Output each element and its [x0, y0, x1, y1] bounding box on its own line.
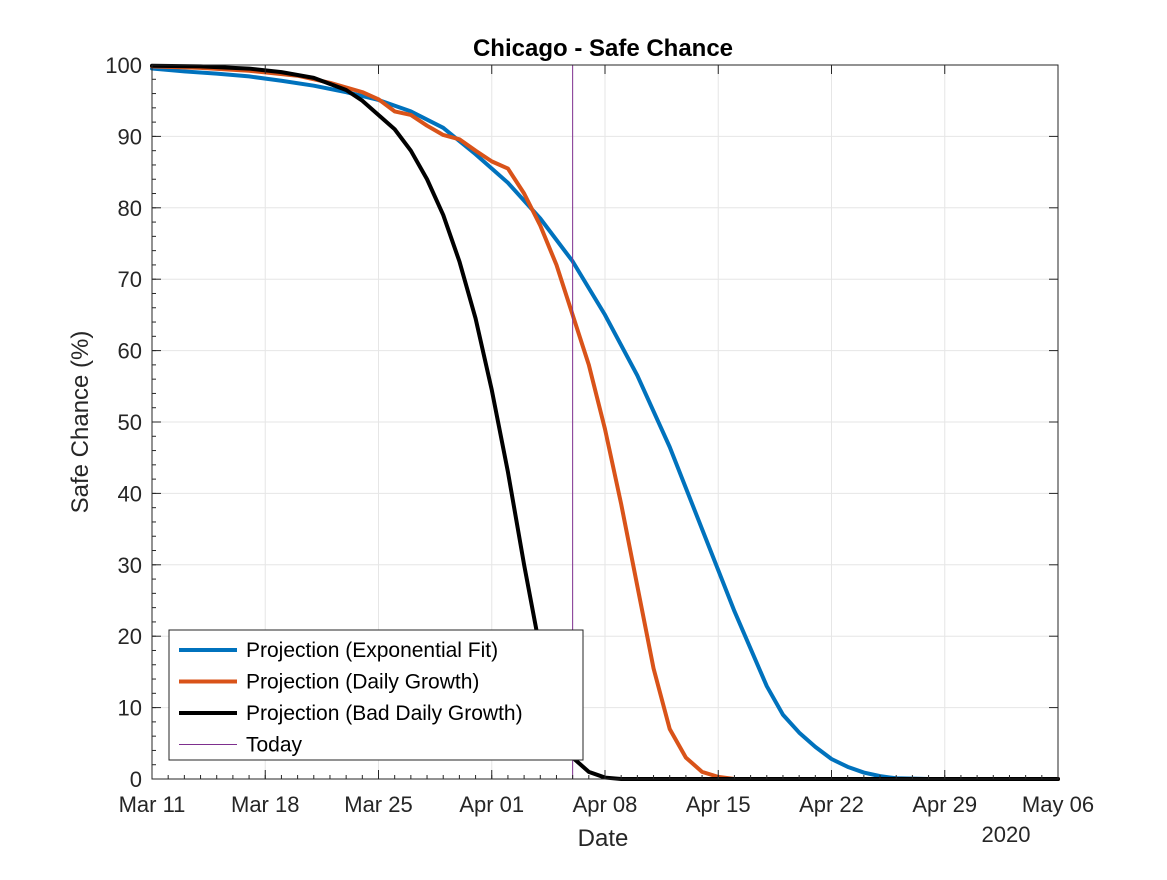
- legend-entry-1-label: Projection (Daily Growth): [246, 671, 479, 694]
- y-tick-label: 40: [118, 481, 142, 506]
- y-tick-label: 60: [118, 339, 142, 364]
- series-lines: [150, 63, 1060, 781]
- y-tick-label: 70: [118, 267, 142, 292]
- x-tick-label: Apr 29: [912, 792, 977, 817]
- x-tick-label: Mar 25: [344, 792, 412, 817]
- x-tick-label: Apr 15: [686, 792, 751, 817]
- x-tick-label: Mar 11: [119, 792, 186, 817]
- x-axis-label: Date: [578, 825, 629, 852]
- x-tick-label: May 06: [1022, 792, 1094, 817]
- y-tick-label: 10: [118, 696, 142, 721]
- legend-entry-0-label: Projection (Exponential Fit): [246, 639, 498, 662]
- y-axis-label: Safe Chance (%): [67, 331, 94, 514]
- x-tick-label: Mar 18: [231, 792, 299, 817]
- legend: Projection (Exponential Fit) Projection (…: [168, 629, 584, 761]
- y-tick-label: 20: [118, 624, 142, 649]
- series-line-0: [150, 66, 1060, 781]
- tick-marks: [151, 64, 1059, 780]
- legend-entry-2-label: Projection (Bad Daily Growth): [246, 702, 523, 725]
- legend-entry-today-label: Today: [246, 734, 303, 757]
- x-tick-label: Apr 01: [459, 792, 524, 817]
- tick-labels: Mar 11 Mar 18 Mar 25 Apr 01 Apr 08 Apr 15 Apr …: [105, 53, 1094, 817]
- x-tick-label: Apr 22: [799, 792, 864, 817]
- legend-box: [168, 629, 584, 761]
- y-tick-label: 90: [118, 124, 142, 149]
- y-tick-label: 50: [118, 410, 142, 435]
- series-line-1: [150, 64, 1060, 781]
- y-tick-label: 0: [130, 767, 142, 792]
- x-tick-label: Apr 08: [573, 792, 638, 817]
- chart-title: Chicago - Safe Chance: [473, 35, 733, 62]
- x-axis-year-label: 2020: [982, 822, 1031, 847]
- y-tick-label: 100: [105, 53, 142, 78]
- y-tick-label: 80: [118, 196, 142, 221]
- y-tick-label: 30: [118, 553, 142, 578]
- series-line-2: [150, 63, 1060, 781]
